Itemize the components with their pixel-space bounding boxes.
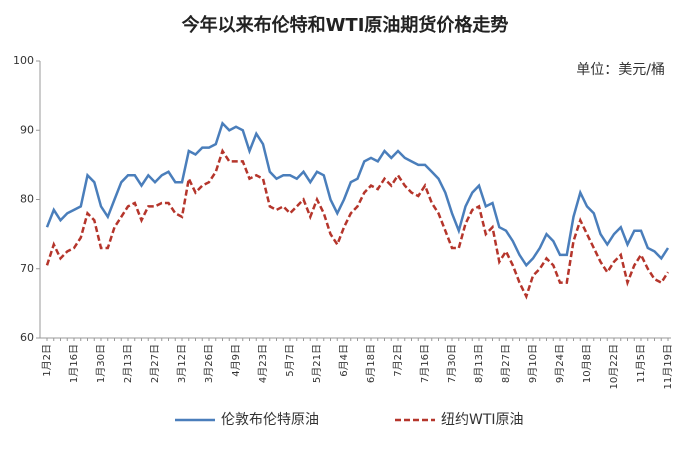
x-tick-label: 2月13日 <box>122 344 134 383</box>
x-tick-label: 6月18日 <box>365 344 377 383</box>
x-tick-label: 11月19日 <box>662 344 674 389</box>
x-tick-label: 10月22日 <box>608 344 620 389</box>
x-tick-label: 3月26日 <box>203 344 215 383</box>
x-tick-label: 4月23日 <box>257 344 269 383</box>
y-tick-label: 100 <box>13 54 34 67</box>
x-tick-label: 5月21日 <box>311 344 323 383</box>
x-tick-label: 10月8日 <box>581 344 593 383</box>
line-series <box>45 120 670 268</box>
chart-title: 今年以来布伦特和WTI原油期货价格走势 <box>182 14 509 36</box>
x-tick-label: 5月7日 <box>284 344 296 377</box>
y-tick-label: 60 <box>20 331 34 344</box>
line-series <box>45 148 670 300</box>
x-tick-label: 1月2日 <box>41 344 53 377</box>
legend-label: 纽约WTI原油 <box>441 412 524 428</box>
y-tick-label: 70 <box>20 262 34 275</box>
x-tick-label: 7月16日 <box>419 344 431 383</box>
x-tick-label: 7月30日 <box>446 344 458 383</box>
x-tick-label: 6月4日 <box>338 344 350 377</box>
x-tick-label: 11月5日 <box>635 344 647 383</box>
x-tick-label: 3月12日 <box>176 344 188 383</box>
legend-label: 伦敦布伦特原油 <box>221 412 319 428</box>
x-tick-label: 4月9日 <box>230 344 242 377</box>
unit-label: 单位：美元/桶 <box>576 62 665 78</box>
x-tick-label: 9月10日 <box>527 344 539 383</box>
y-tick-label: 90 <box>20 123 34 136</box>
x-tick-label: 8月13日 <box>473 344 485 383</box>
y-tick-label: 80 <box>20 193 34 206</box>
x-tick-label: 1月30日 <box>95 344 107 383</box>
x-tick-label: 7月2日 <box>392 344 404 377</box>
x-tick-label: 9月24日 <box>554 344 566 383</box>
x-tick-label: 2月27日 <box>149 344 161 383</box>
x-tick-label: 1月16日 <box>68 344 80 383</box>
x-tick-label: 8月27日 <box>500 344 512 383</box>
